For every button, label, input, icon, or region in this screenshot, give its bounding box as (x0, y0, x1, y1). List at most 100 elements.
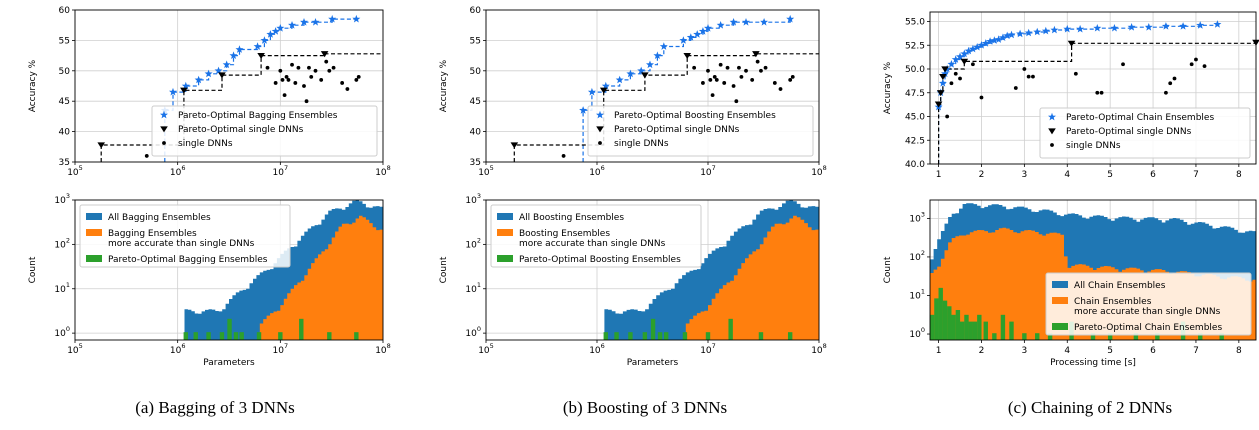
pareto-ensemble-point (956, 52, 964, 60)
pareto-single-dnn-point (941, 66, 949, 73)
scatter-panel-4: 1 2 3 4 5 6 7 8 40.0 42.5 45.0 47.5 50.0 52.5 55.0 Accu… (883, 11, 1259, 180)
pareto-ensemble-point (977, 41, 986, 49)
pareto-ensemble-bar (233, 332, 239, 340)
x-tick-label: 4 (1064, 170, 1070, 180)
single-dnn-point (1013, 86, 1018, 90)
x-tick-label: 5 (1107, 170, 1113, 180)
y-tick-label: 103 (909, 210, 925, 224)
pareto-ensemble-point (1127, 23, 1136, 31)
pareto-ensemble-point (981, 39, 990, 47)
pareto-ensemble-bar (977, 314, 982, 340)
pareto-ensemble-point (579, 106, 588, 114)
x-tick-label: 2 (979, 170, 985, 180)
pareto-ensemble-bar (1000, 314, 1006, 340)
legend-label: Bagging Ensembles (108, 229, 197, 239)
pareto-ensemble-point (288, 21, 296, 29)
pareto-ensemble-point (214, 66, 223, 75)
pareto-ensemble-point (964, 46, 973, 55)
y-tick-label: 55 (59, 36, 70, 46)
legend-triangle-marker (596, 126, 604, 133)
pareto-ensemble-point (637, 66, 646, 75)
y-axis-label: Count (439, 256, 449, 283)
pareto-ensemble-point (169, 87, 177, 96)
single-dnn-point (763, 65, 768, 70)
single-dnn-point (1189, 62, 1194, 67)
y-tick-label: 101 (909, 287, 925, 301)
pareto-ensemble-bar (1198, 333, 1203, 340)
legend-label: Boosting Ensembles (519, 229, 610, 239)
pareto-ensemble-point (973, 43, 982, 51)
single-dnn-point (327, 68, 332, 73)
pareto-ensemble-bar (206, 332, 211, 340)
pareto-ensemble-bar (972, 321, 978, 340)
pareto-ensemble-point (693, 30, 702, 38)
legend-triangle-marker (160, 126, 168, 133)
legend-label: single DNNs (1066, 141, 1121, 151)
plot-frame (929, 199, 1257, 341)
y-tick-label: 101 (465, 281, 481, 295)
pareto-ensemble-point (729, 18, 738, 26)
legend-swatch (497, 255, 513, 262)
single-dnn-point (293, 81, 298, 85)
pareto-single-dnn-point (641, 72, 649, 79)
pareto-ensemble-point (271, 27, 280, 35)
single-dnn-point (701, 81, 705, 85)
legend-box (79, 204, 291, 268)
x-tick-label: 108 (811, 164, 827, 178)
legend-label: single DNNs (178, 139, 233, 149)
legend-label: Pareto-Optimal single DNNs (614, 125, 740, 135)
single-dnn-point (265, 65, 270, 70)
pareto-ensemble-point (229, 51, 238, 59)
legend-swatch (86, 229, 102, 236)
pareto-ensemble-point (1110, 24, 1119, 32)
single-dnn-point (759, 68, 763, 73)
pareto-ensemble-point (601, 81, 610, 90)
single-dnn-point (302, 84, 306, 88)
pareto-ensemble-point (653, 51, 662, 59)
pareto-ensemble-bar (947, 306, 952, 340)
legend-swatch (1052, 281, 1068, 288)
pareto-ensemble-point (1144, 23, 1153, 31)
pareto-ensemble-point (1063, 24, 1072, 33)
single-dnn-point (1099, 90, 1104, 95)
y-tick-label: 50 (470, 67, 482, 77)
pareto-ensemble-point (1050, 25, 1059, 34)
legend-label: Chain Ensembles (1074, 297, 1152, 307)
pareto-ensemble-point (587, 87, 596, 96)
single-dnn-point (1031, 74, 1035, 79)
legend-box (1039, 107, 1251, 159)
x-tick-label: 106 (589, 164, 605, 178)
single-dnn-point (708, 78, 713, 82)
pareto-ensemble-bar (219, 332, 225, 340)
pareto-ensemble-bar (1219, 333, 1224, 340)
single-dnn-point (340, 81, 345, 85)
legend-box (1045, 272, 1252, 336)
x-tick-label: 108 (375, 342, 391, 356)
pareto-single-dnn-point (97, 142, 106, 149)
single-dnn-point (324, 59, 329, 64)
single-dnn-point (290, 62, 294, 67)
legend-label: more accurate than single DNNs (519, 239, 666, 249)
single-dnn-point (144, 154, 149, 158)
y-tick-label: 60 (470, 6, 482, 16)
legend-label: single DNNs (614, 139, 669, 149)
single-dnn-point (1172, 76, 1177, 81)
single-dnn-point (280, 78, 285, 82)
x-tick-label: 106 (170, 164, 186, 178)
pareto-single-dnn-point (1067, 40, 1076, 47)
y-tick-label: 35 (470, 158, 481, 168)
pareto-ensemble-bar (1047, 333, 1053, 340)
legend-dot-marker (162, 141, 166, 145)
single-dnn-point (718, 62, 723, 67)
single-dnn-point (788, 78, 793, 82)
pareto-ensemble-point (222, 60, 231, 69)
y-tick-label: 102 (54, 236, 70, 250)
pareto-ensemble-bar (955, 310, 961, 340)
single-dnn-point (725, 65, 730, 70)
y-tick-label: 103 (54, 192, 70, 206)
pareto-ensemble-bar (682, 332, 688, 340)
single-dnn-point (296, 65, 301, 70)
y-tick-label: 60 (59, 6, 71, 16)
y-axis-label: Accuracy % (883, 61, 893, 114)
single-dnn-point (737, 65, 741, 70)
